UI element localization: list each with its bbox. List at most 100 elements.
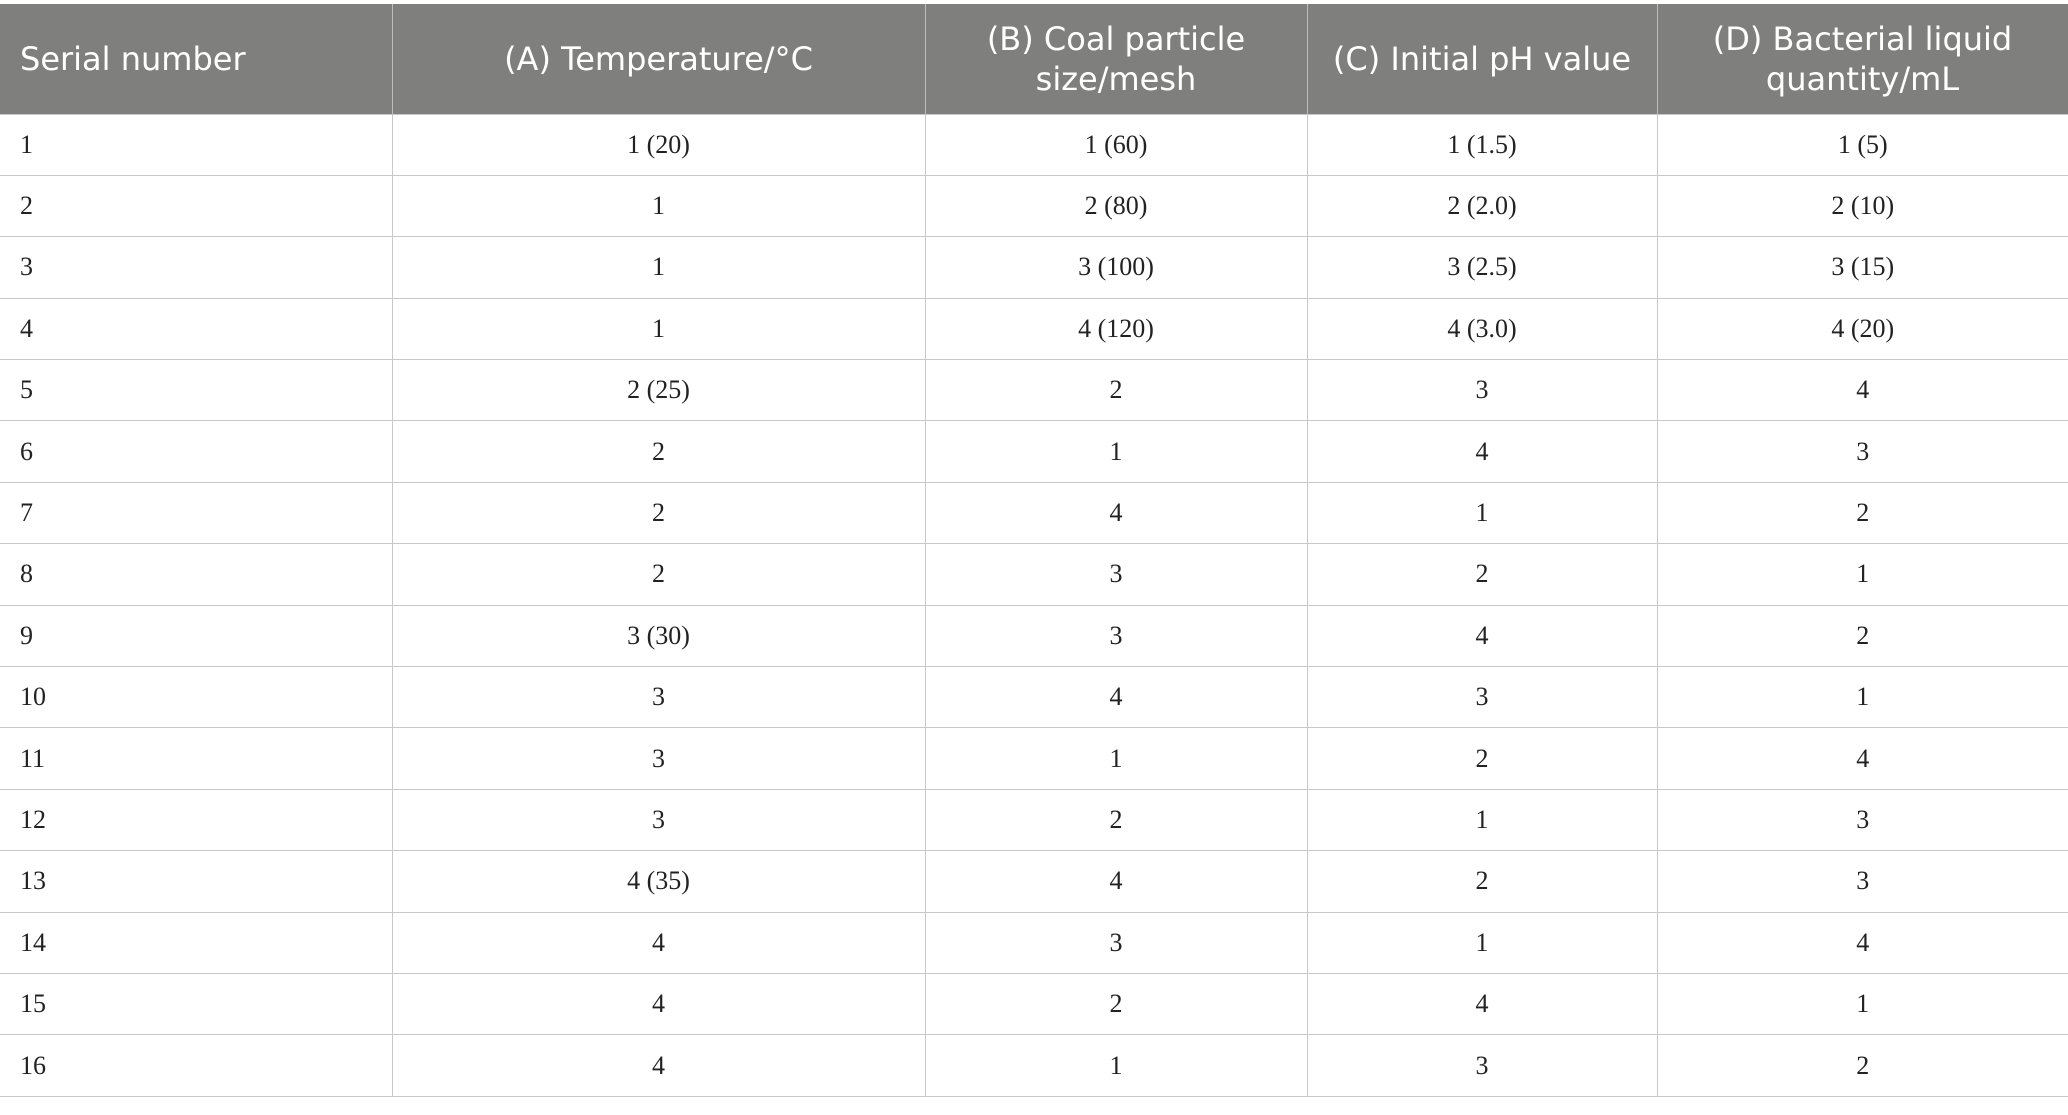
table-cell: 3 (15): [1656, 236, 2068, 299]
table-cell: 15: [0, 972, 393, 1036]
header-cell: (A) Temperature/°C: [392, 4, 926, 114]
table-cell: 3 (100): [924, 236, 1308, 299]
table-cell: 6: [0, 420, 393, 483]
table-cell: 7: [0, 481, 393, 545]
table-cell: 3: [391, 727, 926, 790]
table-cell: 2: [391, 481, 926, 545]
table-row: 15 4 2 4 1: [0, 972, 2068, 1036]
table-cell: 1: [1306, 788, 1658, 852]
table-cell: 3: [924, 543, 1308, 606]
header-row: Serial number (A) Temperature/°C (B) Coal …: [0, 4, 2068, 114]
table-cell: 2: [924, 788, 1308, 852]
table-cell: 1: [1656, 543, 2068, 606]
table-cell: 2: [1656, 1034, 2068, 1097]
table-cell: 5: [0, 359, 393, 422]
table-cell: 4 (120): [924, 297, 1308, 361]
table-cell: 2: [0, 174, 393, 238]
table-cell: 4: [1656, 727, 2068, 790]
table-row: 16 4 1 3 2: [0, 1034, 2068, 1097]
table-cell: 3 (30): [391, 604, 926, 668]
table-cell: 2 (10): [1656, 174, 2068, 238]
table-cell: 10: [0, 666, 393, 729]
table-cell: 9: [0, 604, 393, 668]
table-cell: 1: [0, 113, 393, 176]
table-cell: 1: [391, 236, 926, 299]
table-row: 10 3 4 3 1: [0, 666, 2068, 729]
table-cell: 2: [1306, 543, 1658, 606]
table-cell: 1: [1656, 972, 2068, 1036]
table-cell: 1: [391, 297, 926, 361]
table-cell: 3: [1656, 850, 2068, 913]
table-cell: 3: [0, 236, 393, 299]
table-cell: 2: [391, 420, 926, 483]
table-cell: 3 (2.5): [1306, 236, 1658, 299]
table-cell: 1: [924, 727, 1308, 790]
table-row: 13 4 (35) 4 2 3: [0, 850, 2068, 913]
table-cell: 4: [924, 481, 1308, 545]
table-cell: 2: [1656, 481, 2068, 545]
header-cell: (C) Initial pH value: [1307, 4, 1658, 114]
data-table: Serial number (A) Temperature/°C (B) Coal …: [0, 4, 2068, 1097]
table-cell: 3: [1306, 359, 1658, 422]
table-cell: 2: [1656, 604, 2068, 668]
table-cell: 2: [924, 972, 1308, 1036]
table-cell: 1: [1306, 911, 1658, 974]
table-cell: 2: [391, 543, 926, 606]
table-cell: 4: [0, 297, 393, 361]
table-cell: 1: [924, 1034, 1308, 1097]
table-row: 14 4 3 1 4: [0, 911, 2068, 974]
table-cell: 11: [0, 727, 393, 790]
table-cell: 1: [391, 174, 926, 238]
table-cell: 4: [1656, 359, 2068, 422]
table-cell: 1 (60): [924, 113, 1308, 176]
table-cell: 3: [1306, 666, 1658, 729]
table-cell: 2 (2.0): [1306, 174, 1658, 238]
table-cell: 4 (20): [1656, 297, 2068, 361]
table-cell: 3: [1656, 788, 2068, 852]
table-cell: 4 (35): [391, 850, 926, 913]
table-cell: 2: [1306, 727, 1658, 790]
header-cell: Serial number: [0, 4, 393, 114]
table-cell: 4: [1306, 604, 1658, 668]
table-cell: 1 (1.5): [1306, 113, 1658, 176]
table-cell: 4: [391, 911, 926, 974]
table-cell: 3: [391, 666, 926, 729]
table-cell: 4: [1656, 911, 2068, 974]
header-cell: (D) Bacterial liquid quantity/mL: [1657, 4, 2068, 114]
table-cell: 1 (20): [391, 113, 926, 176]
table-cell: 3: [1656, 420, 2068, 483]
table-cell: 2: [1306, 850, 1658, 913]
table-cell: 4: [1306, 420, 1658, 483]
table-cell: 3: [924, 911, 1308, 974]
table-cell: 13: [0, 850, 393, 913]
table-cell: 2: [924, 359, 1308, 422]
table-cell: 4 (3.0): [1306, 297, 1658, 361]
table-cell: 3: [924, 604, 1308, 668]
table-cell: 1: [1306, 481, 1658, 545]
table-cell: 3: [391, 788, 926, 852]
table-cell: 2 (25): [391, 359, 926, 422]
table-cell: 16: [0, 1034, 393, 1097]
table-cell: 8: [0, 543, 393, 606]
table-row: 11 3 1 2 4: [0, 727, 2068, 790]
table-cell: 1: [924, 420, 1308, 483]
table-cell: 1 (5): [1656, 113, 2068, 176]
table-cell: 1: [1656, 666, 2068, 729]
table-cell: 4: [1306, 972, 1658, 1036]
table-cell: 2 (80): [924, 174, 1308, 238]
table-cell: 4: [924, 666, 1308, 729]
table-cell: 4: [924, 850, 1308, 913]
table-cell: 4: [391, 972, 926, 1036]
table-cell: 14: [0, 911, 393, 974]
header-cell: (B) Coal particle size/mesh: [925, 4, 1308, 114]
table-cell: 4: [391, 1034, 926, 1097]
table-cell: 12: [0, 788, 393, 852]
